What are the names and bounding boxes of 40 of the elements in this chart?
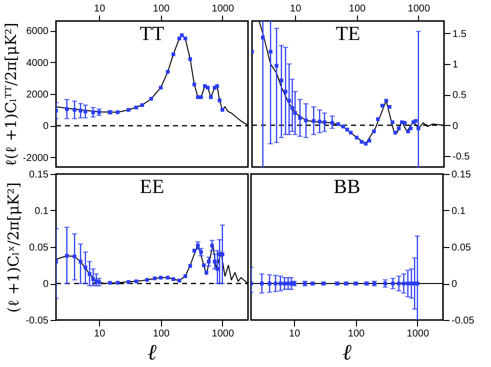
x-tick-label: 10 [94,4,106,14]
y-tick-label: -2000 [22,152,49,164]
x-axis-title: ℓ [342,340,352,366]
y-tick-label: 0.5 [452,90,467,102]
y-tick-label: 0.05 [452,242,472,254]
y-tick-label: 0.05 [29,242,49,254]
y-tick-label: 1.5 [452,28,467,40]
x-tick-label: 1000 [212,328,234,340]
y-tick-label: 0.1 [452,206,466,217]
x-tick-label: 1000 [212,4,234,14]
x-tick-label: 10 [94,328,106,340]
y-tick-label: 1 [452,59,458,70]
x-tick-label: 100 [348,328,366,340]
x-tick-label: 100 [152,4,170,14]
y-tick-label: 0.15 [29,170,49,180]
y-tick-label: 0 [42,121,49,132]
y-tick-label: 0 [42,279,49,290]
y-tick-label: 0.15 [452,170,472,180]
y-tick-label: -0.05 [26,316,49,326]
y-tick-label: 0 [452,120,458,132]
x-tick-label: 100 [152,328,170,340]
y-tick-label: -0.5 [452,151,470,162]
x-tick-label: 100 [348,4,366,14]
y-tick-label: 0 [452,279,458,290]
y-tick-label: 4000 [26,58,49,69]
y-tick-label: 0.1 [34,206,49,217]
x-tick-label: 10 [289,328,301,340]
x-tick-label: 1000 [406,328,430,340]
y-axis-title: (ℓ +1)Cₗˣ/2π[μK²] [4,182,23,313]
x-tick-label: 1000 [408,4,430,14]
y-tick-label: 2000 [26,90,49,100]
chart-title: EE [140,176,164,198]
y-tick-label: -0.05 [452,316,475,326]
x-tick-label: 10 [290,4,302,14]
chart-title: TE [336,23,360,45]
chart-title: BB [334,176,360,198]
x-axis-title: ℓ [148,340,158,366]
y-axis-title: ℓ(ℓ +1)Cₗᵀᵀ/2π[μK²] [2,22,20,166]
y-tick-label: 6000 [26,26,49,38]
chart-title: TT [140,23,164,45]
